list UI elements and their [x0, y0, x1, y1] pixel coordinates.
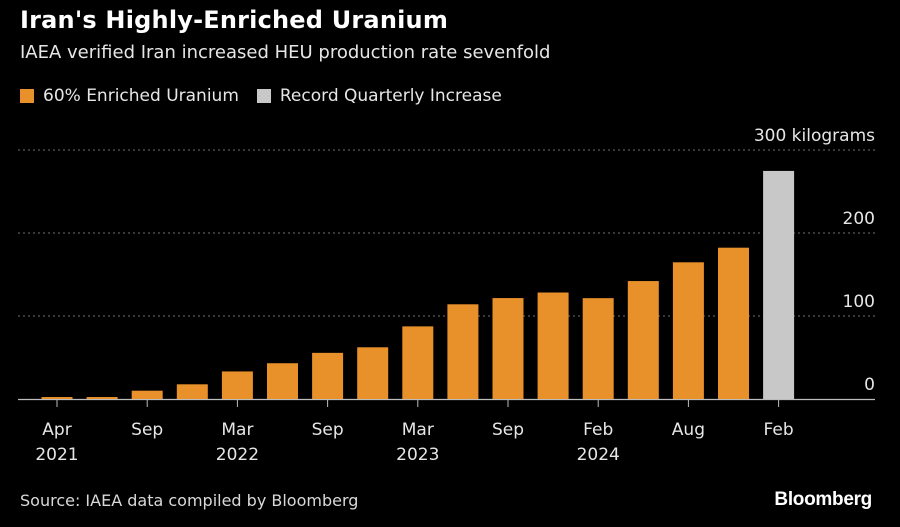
gridlines: [18, 149, 875, 401]
legend-item-record: Record Quarterly Increase: [256, 86, 502, 106]
y-tick-label: 200: [843, 209, 875, 229]
bar: [312, 352, 344, 399]
bar: [492, 298, 524, 399]
legend-swatch-enriched: [20, 89, 34, 103]
y-tick-label: 300 kilograms: [754, 126, 875, 146]
bar: [221, 371, 253, 399]
bar: [402, 326, 434, 399]
x-tick-month: Mar: [402, 420, 434, 440]
x-tick-month: Feb: [583, 420, 613, 440]
legend-label-record: Record Quarterly Increase: [279, 86, 502, 106]
legend-swatch-record: [256, 89, 271, 103]
y-axis-labels: 0 100 200 300 kilograms: [754, 126, 875, 395]
x-tick-month: Sep: [312, 420, 344, 440]
bar: [357, 347, 389, 399]
bar: [41, 397, 73, 399]
bar-record: [763, 170, 795, 399]
x-tick-month: Feb: [764, 420, 794, 440]
legend: 60% Enriched Uranium Record Quarterly In…: [20, 86, 520, 106]
x-tick-month: Sep: [492, 420, 524, 440]
x-tick-month: Mar: [221, 420, 253, 440]
bar: [176, 384, 208, 399]
legend-item-enriched: 60% Enriched Uranium: [20, 86, 239, 106]
x-tick-year: 2023: [396, 445, 439, 465]
x-tick-month: Aug: [672, 420, 705, 440]
x-tick-month: Apr: [42, 420, 71, 440]
bar: [267, 363, 298, 399]
chart-title: Iran's Highly-Enriched Uranium: [20, 6, 449, 34]
source-note: Source: IAEA data compiled by Bloomberg: [20, 491, 359, 510]
y-tick-label: 0: [864, 375, 875, 395]
y-tick-label: 100: [843, 292, 875, 312]
bar: [131, 390, 163, 399]
bloomberg-logo: Bloomberg: [774, 489, 872, 510]
chart-subtitle: IAEA verified Iran increased HEU product…: [20, 42, 551, 63]
bars: [41, 170, 795, 399]
x-tick-year: 2021: [35, 445, 78, 465]
legend-label-enriched: 60% Enriched Uranium: [43, 86, 239, 106]
x-axis-labels: Apr 2021 Sep Mar 2022 Sep Mar 2023 Sep Feb 2024 Aug…: [35, 399, 794, 465]
x-tick-year: 2022: [216, 445, 259, 465]
bar: [537, 292, 569, 399]
bar: [718, 247, 749, 399]
bar: [582, 298, 614, 399]
x-tick-year: 2024: [577, 445, 620, 465]
bar: [672, 262, 704, 399]
bar: [447, 304, 479, 399]
x-tick-month: Sep: [131, 420, 163, 440]
bar: [627, 281, 659, 399]
bar: [86, 397, 118, 399]
